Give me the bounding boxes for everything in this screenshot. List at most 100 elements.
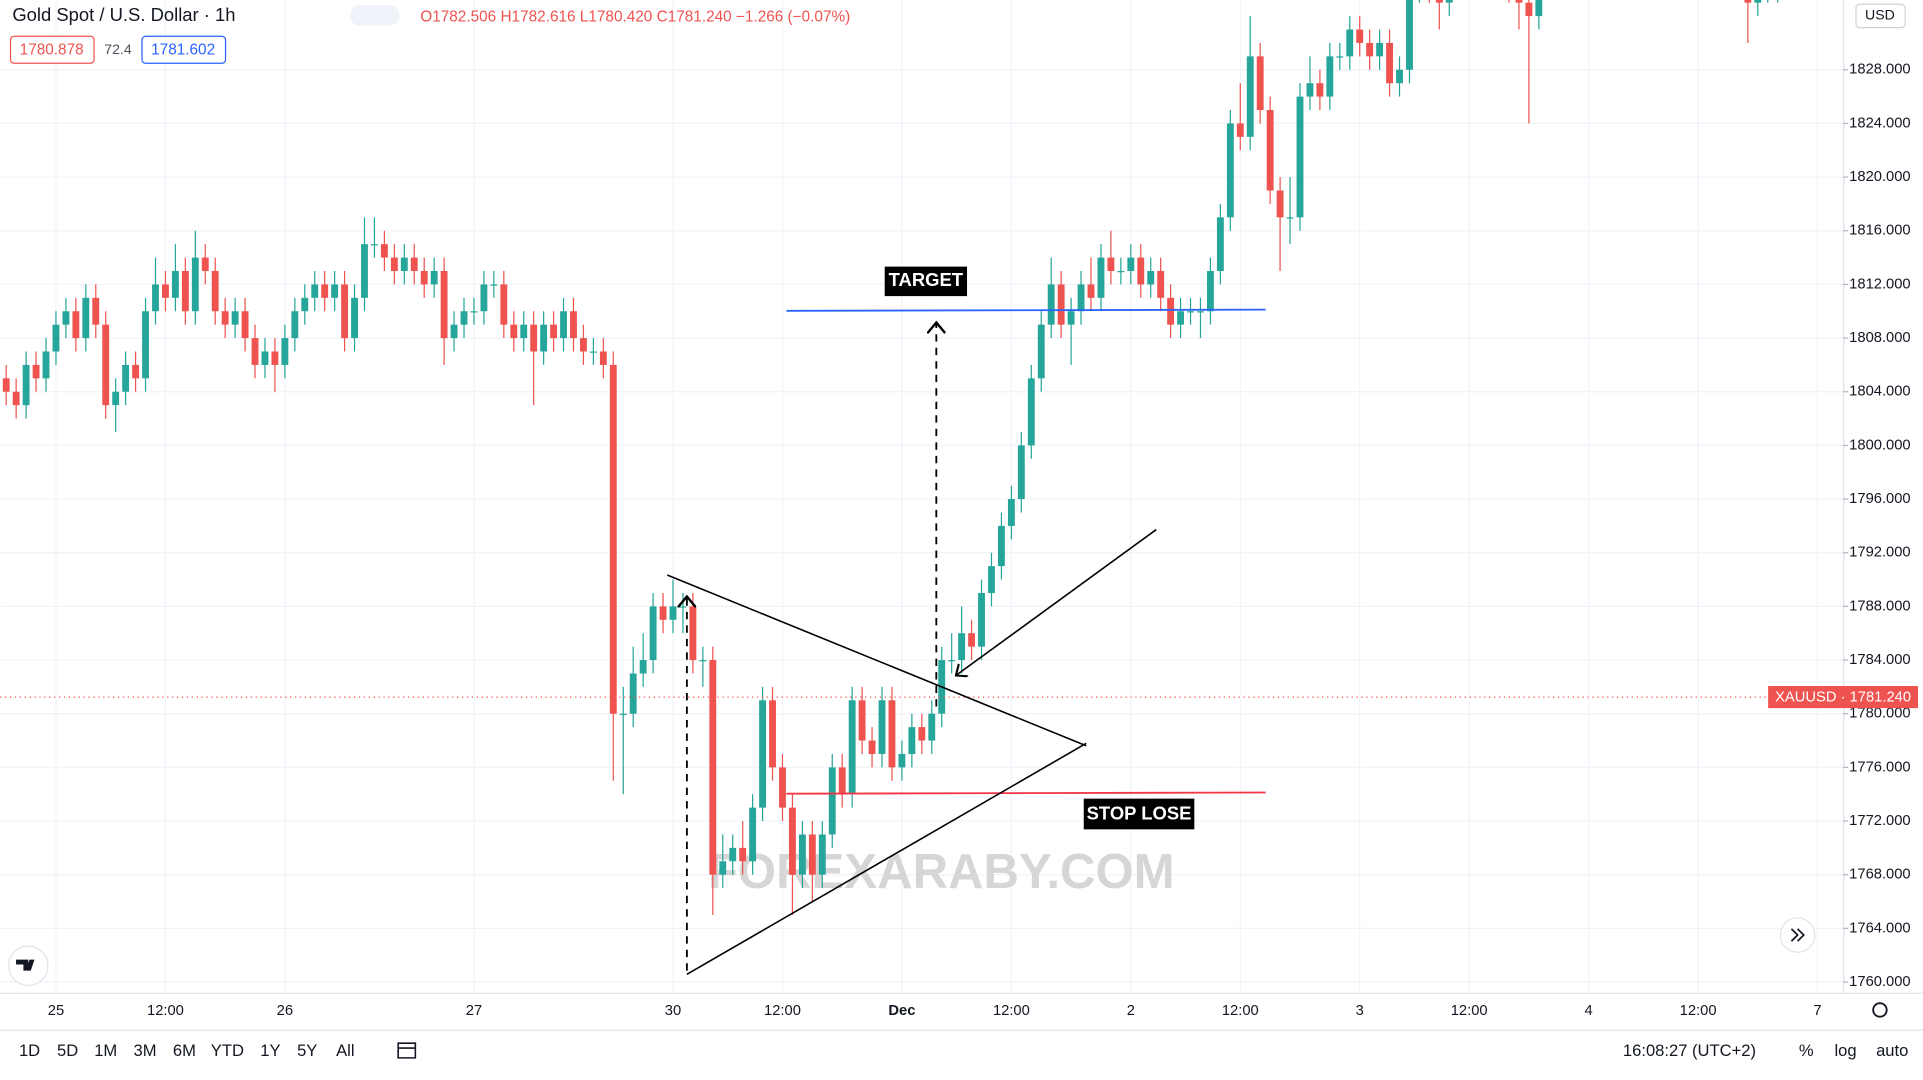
candle-body — [450, 324, 458, 339]
candle-body — [112, 391, 120, 406]
candle-body — [779, 767, 786, 808]
range-button[interactable]: 1Y — [260, 1041, 280, 1060]
candle-body — [351, 297, 358, 339]
y-axis: 1760.000 1764.000 1768.000 1772.000 1776.000… — [1843, 62, 1911, 990]
candle-body — [1067, 311, 1075, 325]
y-tick-label: 1776.000 — [1849, 759, 1910, 775]
candle-body — [589, 351, 597, 353]
candle-body — [1396, 69, 1403, 84]
price-label: XAUUSD · 1781.240 — [1775, 690, 1911, 706]
candle-body — [460, 311, 468, 325]
candle-body — [888, 700, 896, 768]
candle-body — [211, 270, 219, 312]
sell-button[interactable] — [9, 35, 95, 64]
candle-body — [221, 311, 229, 325]
candle-body — [579, 338, 587, 352]
price-label-box — [1768, 686, 1919, 709]
candle-body — [1276, 190, 1284, 218]
candle-body — [749, 807, 757, 862]
ohlc-values: O1782.506 H1782.616 L1780.420 C1781.240 … — [420, 8, 850, 25]
range-button[interactable]: 3M — [134, 1041, 157, 1060]
y-tick-label: 1784.000 — [1849, 652, 1910, 668]
candle-body — [331, 284, 339, 298]
candle-body — [639, 660, 647, 674]
range-button[interactable]: YTD — [211, 1041, 244, 1060]
date-range-icon[interactable] — [397, 1042, 417, 1059]
candle-body — [92, 297, 100, 325]
range-button[interactable]: 6M — [173, 1041, 196, 1060]
x-tick-label: 12:00 — [1222, 1003, 1259, 1019]
x-tick-label: Dec — [888, 1003, 915, 1019]
candle-body — [241, 311, 249, 339]
candle-body — [1017, 445, 1025, 500]
candle-body — [788, 807, 796, 875]
y-tick-label: 1760.000 — [1849, 974, 1910, 990]
candle-body — [659, 606, 667, 620]
candle-body — [1187, 311, 1194, 313]
y-tick-label: 1792.000 — [1849, 545, 1910, 561]
buy-button[interactable] — [141, 35, 227, 64]
candle-body — [321, 284, 329, 298]
candle-body — [102, 324, 110, 406]
range-button[interactable]: 5Y — [297, 1041, 317, 1060]
candle-body — [1515, 0, 1523, 3]
scale-option[interactable]: log — [1834, 1041, 1856, 1060]
candle-body — [171, 270, 179, 298]
x-tick-label: 7 — [1813, 1003, 1821, 1019]
scale-option[interactable]: auto — [1876, 1041, 1908, 1060]
y-tick-label: 1812.000 — [1849, 276, 1910, 292]
annotation: STOP LOSE — [1087, 802, 1192, 823]
candle-body — [560, 311, 567, 339]
candle-body — [1137, 257, 1145, 285]
target-line — [786, 308, 1266, 312]
candle-body — [948, 660, 956, 662]
candle-body — [361, 244, 368, 298]
candle-body — [898, 753, 906, 768]
y-tick-label: 1816.000 — [1849, 223, 1910, 239]
x-tick-label: 27 — [466, 1003, 482, 1019]
candle-body — [1057, 284, 1065, 325]
candle-body — [1157, 270, 1165, 298]
y-tick-label: 1828.000 — [1849, 62, 1910, 78]
candle-body — [808, 834, 816, 875]
plot-area — [0, 0, 1844, 915]
bid[interactable]: 1780.878 — [20, 41, 84, 58]
candle-body — [122, 364, 130, 392]
y-tick-label: 1804.000 — [1849, 384, 1910, 400]
candle-body — [1406, 0, 1413, 70]
trend-line — [666, 574, 1087, 747]
candle-body — [32, 364, 40, 379]
candle-body — [1386, 42, 1394, 84]
candle-body — [719, 861, 727, 875]
candle-body — [490, 284, 498, 286]
candle-body — [152, 284, 159, 312]
candle-body — [261, 351, 269, 365]
status-icon[interactable] — [350, 4, 400, 26]
scale-option[interactable]: % — [1799, 1041, 1814, 1060]
ask[interactable]: 1781.602 — [151, 41, 215, 58]
candle-body — [798, 834, 806, 875]
candle-body — [570, 311, 577, 339]
settings-icon[interactable] — [1872, 1002, 1888, 1018]
x-tick-label: 12:00 — [1680, 1003, 1717, 1019]
candle-body — [1246, 56, 1254, 137]
range-button[interactable]: 1M — [94, 1041, 117, 1060]
candle-body — [599, 351, 607, 365]
currency-select[interactable] — [1855, 3, 1906, 29]
currency[interactable]: USD — [1865, 7, 1895, 23]
x-tick-label: 26 — [277, 1003, 293, 1019]
x-axis: 25 12:00 26 27 30 12:00 Dec 12:00 2 12:00 3 12:00 4 1… — [48, 1003, 1822, 1019]
candle-body — [1286, 217, 1294, 219]
range-button[interactable]: All — [336, 1041, 354, 1060]
annotation: TARGET — [889, 269, 964, 290]
candle-body — [689, 606, 697, 661]
candle-body — [1435, 0, 1443, 3]
candle-body — [1266, 110, 1274, 191]
candle-body — [838, 767, 846, 795]
range-button[interactable]: 1D — [19, 1041, 40, 1060]
candle-body — [828, 767, 836, 835]
range-button[interactable]: 5D — [57, 1041, 78, 1060]
candle-body — [62, 311, 70, 325]
